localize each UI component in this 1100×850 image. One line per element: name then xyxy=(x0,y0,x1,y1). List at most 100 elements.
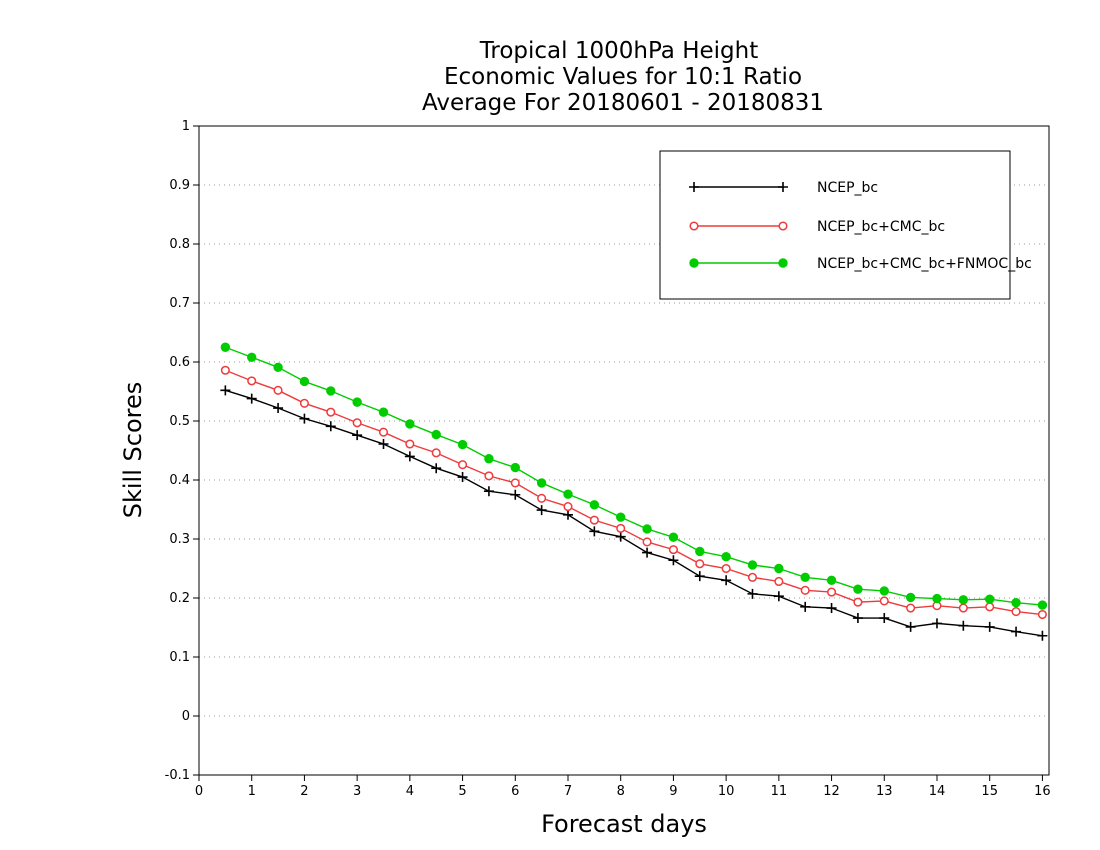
legend-entry: NCEP_bc+CMC_bc xyxy=(689,219,945,235)
data-point xyxy=(694,571,705,582)
x-tick-label: 2 xyxy=(300,784,308,799)
data-point xyxy=(642,537,652,547)
plot-frame xyxy=(198,125,1050,776)
data-point xyxy=(537,493,547,503)
y-tick-label: 0.9 xyxy=(169,178,190,193)
data-point xyxy=(326,407,336,417)
data-point xyxy=(689,258,699,268)
x-tick-label: 0 xyxy=(195,784,203,799)
data-point xyxy=(852,613,863,624)
data-point xyxy=(352,397,362,407)
series-layer xyxy=(220,342,1048,641)
legend-box xyxy=(659,150,1011,300)
data-point xyxy=(778,182,788,192)
data-point xyxy=(721,575,732,586)
x-tick-label: 16 xyxy=(1034,784,1051,799)
data-point xyxy=(299,413,310,424)
data-point xyxy=(563,489,573,499)
data-point xyxy=(958,620,969,631)
data-point xyxy=(778,221,788,231)
data-point xyxy=(853,584,863,594)
y-tick-label: 0.2 xyxy=(169,591,190,606)
y-tick-label: 0.6 xyxy=(169,355,190,370)
legend: NCEP_bc NCEP_bc+CMC_bc NCEP_bc+CMC_bc+FNMO… xyxy=(659,150,1032,300)
data-point xyxy=(1037,609,1047,620)
data-point xyxy=(510,462,520,473)
title-line-2: Economic Values for 10:1 Ratio xyxy=(444,64,802,90)
data-point xyxy=(721,563,731,574)
data-point xyxy=(326,386,336,396)
data-point xyxy=(431,463,442,474)
data-point xyxy=(800,585,810,595)
data-point xyxy=(431,448,441,458)
data-point xyxy=(483,486,494,497)
data-point xyxy=(589,526,600,537)
data-point xyxy=(378,427,389,437)
y-tick-label: 1 xyxy=(182,119,190,134)
series-1 xyxy=(220,385,1048,641)
y-axis: -0.1 0 0.1 0.2 0.3 0.4 0.5 0.6 0.7 0.8 0.9 1 xyxy=(165,119,199,783)
data-point xyxy=(826,575,837,585)
title-line-3: Average For 20180601 - 20180831 xyxy=(422,90,824,116)
data-point xyxy=(879,596,889,606)
data-point xyxy=(747,560,758,570)
data-point xyxy=(826,603,837,614)
series-line xyxy=(225,346,1043,606)
data-point xyxy=(378,407,389,417)
data-point xyxy=(431,429,441,440)
data-point xyxy=(800,572,810,583)
data-point xyxy=(1011,607,1021,617)
data-point xyxy=(220,385,231,396)
data-point xyxy=(1037,630,1048,641)
data-point xyxy=(984,594,995,604)
data-point xyxy=(457,439,468,450)
data-point xyxy=(325,421,336,432)
x-tick-label: 1 xyxy=(248,784,256,799)
x-tick-label: 14 xyxy=(929,784,946,799)
data-point xyxy=(273,403,284,414)
legend-label: NCEP_bc+CMC_bc+FNMOC_bc xyxy=(817,256,1032,272)
x-tick-label: 5 xyxy=(458,784,466,799)
data-point xyxy=(1037,600,1048,610)
data-point xyxy=(352,418,362,428)
x-axis: 0 1 2 3 4 5 6 7 8 9 10 11 12 13 14 15 16 xyxy=(195,775,1051,799)
data-point xyxy=(906,603,916,613)
data-point xyxy=(774,576,784,587)
data-point xyxy=(905,592,916,603)
legend-entry: NCEP_bc+CMC_bc+FNMOC_bc xyxy=(689,256,1032,272)
data-point xyxy=(562,509,573,520)
data-point xyxy=(931,618,942,629)
data-point xyxy=(378,439,389,450)
data-point xyxy=(827,587,837,597)
data-point xyxy=(616,512,626,522)
series-line xyxy=(225,369,1043,616)
x-tick-label: 13 xyxy=(876,784,893,799)
x-tick-label: 4 xyxy=(406,784,414,799)
data-point xyxy=(510,489,521,500)
data-point xyxy=(1011,598,1021,608)
legend-entry: NCEP_bc xyxy=(689,180,878,196)
x-tick-label: 12 xyxy=(823,784,840,799)
data-point xyxy=(536,505,547,516)
data-point xyxy=(405,439,415,449)
data-point xyxy=(220,365,230,375)
data-point xyxy=(985,602,995,612)
data-point xyxy=(220,342,231,352)
y-tick-label: 0 xyxy=(182,709,190,724)
data-point xyxy=(800,601,811,612)
data-point xyxy=(668,532,679,542)
data-point xyxy=(958,603,968,613)
data-point xyxy=(642,524,652,534)
x-tick-label: 7 xyxy=(564,784,572,799)
title-line-1: Tropical 1000hPa Height xyxy=(479,38,759,64)
y-tick-label: -0.1 xyxy=(165,768,190,783)
data-point xyxy=(747,572,758,582)
x-tick-label: 10 xyxy=(718,784,735,799)
x-tick-label: 8 xyxy=(617,784,625,799)
data-point xyxy=(668,555,679,566)
legend-label: NCEP_bc+CMC_bc xyxy=(817,219,945,235)
data-point xyxy=(404,451,415,462)
data-point xyxy=(457,472,468,483)
x-axis-title: Forecast days xyxy=(541,810,707,838)
x-tick-label: 11 xyxy=(771,784,788,799)
